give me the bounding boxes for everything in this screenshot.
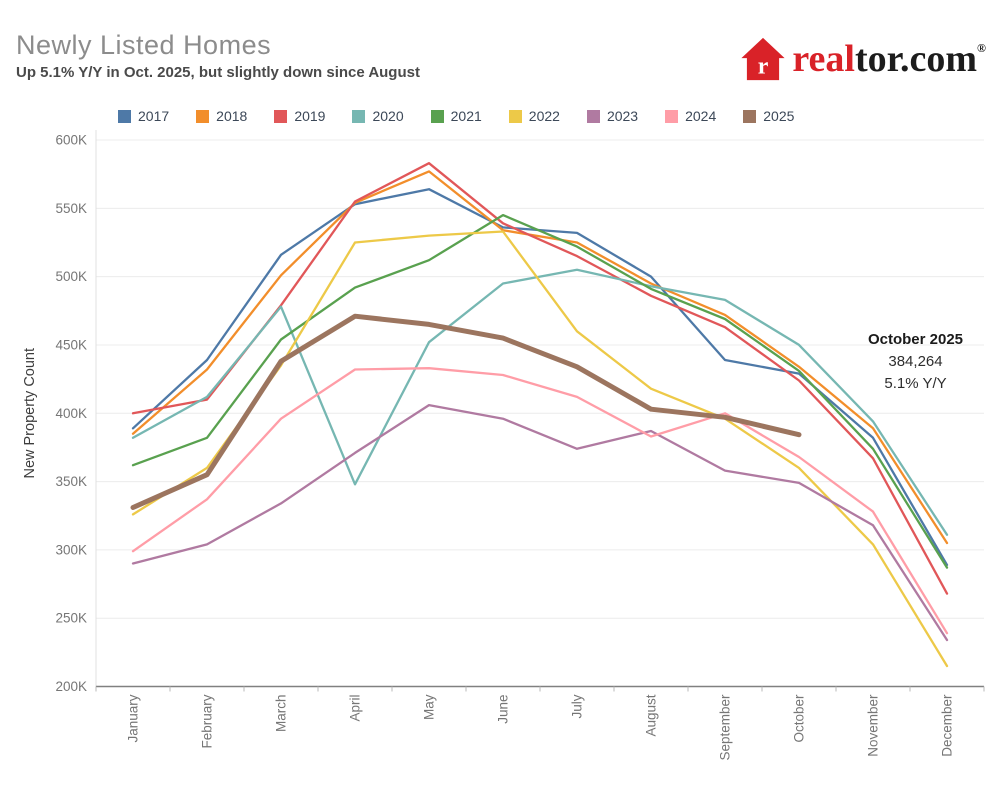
- legend-label-2023: 2023: [606, 108, 639, 124]
- x-tick-label: April: [348, 695, 363, 722]
- realtor-wordmark: realtor.com®: [792, 40, 986, 78]
- x-tick-label: March: [274, 695, 289, 733]
- legend-swatch-2017: [118, 109, 131, 123]
- series-line-2024: [131, 367, 949, 635]
- y-axis-title: New Property Count: [22, 348, 38, 479]
- series-line-2023: [131, 403, 949, 642]
- chart-legend: 2017 2018 2019 2020 2021 2022 2023 2024 2025: [118, 108, 821, 124]
- y-tick-label: 350K: [55, 474, 87, 489]
- series-line-2019: [131, 162, 949, 595]
- y-tick-label: 300K: [55, 542, 87, 557]
- series-line-2021: [131, 213, 949, 569]
- legend-item-2022: 2022: [508, 108, 560, 124]
- wordmark-tor-com: tor.com: [854, 38, 978, 80]
- legend-swatch-2023: [586, 109, 600, 123]
- series-line-2022: [131, 230, 949, 668]
- legend-label-2017: 2017: [138, 108, 170, 124]
- annotation-month: October 2025: [867, 331, 964, 348]
- x-tick-label: August: [644, 694, 659, 736]
- x-tick-label: January: [126, 694, 141, 742]
- series-line-2017: [131, 188, 949, 567]
- wordmark-real: real: [792, 38, 855, 80]
- y-tick-label: 400K: [55, 406, 87, 421]
- y-tick-label: 200K: [55, 679, 87, 694]
- legend-swatch-2020: [352, 109, 366, 123]
- legend-swatch-2024: [665, 109, 679, 123]
- legend-item-2023: 2023: [586, 108, 639, 124]
- annotation-value: 384,264: [888, 353, 943, 370]
- x-tick-label: September: [718, 694, 733, 761]
- x-tick-label: December: [940, 694, 955, 757]
- legend-label-2021: 2021: [450, 108, 482, 124]
- x-tick-label: May: [422, 694, 437, 720]
- registered-mark: ®: [977, 41, 986, 55]
- y-tick-label: 600K: [55, 133, 87, 148]
- legend-swatch-2019: [274, 109, 288, 123]
- legend-label-2024: 2024: [685, 108, 717, 124]
- legend-item-2019: 2019: [274, 108, 325, 124]
- legend-swatch-2018: [196, 109, 210, 123]
- x-tick-label: November: [866, 694, 881, 757]
- house-letter: r: [758, 54, 769, 80]
- x-tick-label: July: [570, 694, 585, 718]
- annotation-yoy: 5.1% Y/Y: [884, 375, 947, 392]
- legend-item-2020: 2020: [352, 108, 404, 124]
- legend-swatch-2022: [508, 109, 522, 123]
- series-line-2025: [130, 313, 802, 510]
- series-line-2018: [131, 170, 949, 545]
- y-tick-label: 500K: [55, 269, 87, 284]
- realtor-logo: r realtor.com®: [740, 36, 986, 82]
- y-tick-label: 550K: [55, 201, 87, 216]
- chart-title: Newly Listed Homes: [16, 30, 272, 60]
- legend-item-2017: 2017: [118, 108, 169, 124]
- latest-point-annotation: October 2025 384,264 5.1% Y/Y: [843, 331, 988, 397]
- x-tick-label: February: [200, 694, 215, 748]
- x-tick-label: June: [496, 695, 511, 724]
- legend-item-2021: 2021: [430, 108, 482, 124]
- legend-swatch-2025: [743, 109, 757, 123]
- legend-label-2018: 2018: [216, 108, 248, 124]
- legend-item-2018: 2018: [196, 108, 247, 124]
- legend-item-2025: 2025: [743, 108, 794, 124]
- legend-label-2025: 2025: [763, 108, 795, 124]
- series-line-2020: [131, 268, 949, 536]
- legend-label-2019: 2019: [294, 108, 326, 124]
- legend-label-2022: 2022: [528, 108, 560, 124]
- chart-subtitle: Up 5.1% Y/Y in Oct. 2025, but slightly d…: [16, 64, 420, 81]
- legend-item-2024: 2024: [665, 108, 716, 124]
- x-tick-label: October: [792, 694, 807, 743]
- y-tick-label: 250K: [55, 611, 87, 626]
- legend-label-2020: 2020: [372, 108, 404, 124]
- y-tick-label: 450K: [55, 337, 87, 352]
- legend-swatch-2021: [430, 109, 444, 123]
- realtor-house-icon: r: [741, 37, 785, 81]
